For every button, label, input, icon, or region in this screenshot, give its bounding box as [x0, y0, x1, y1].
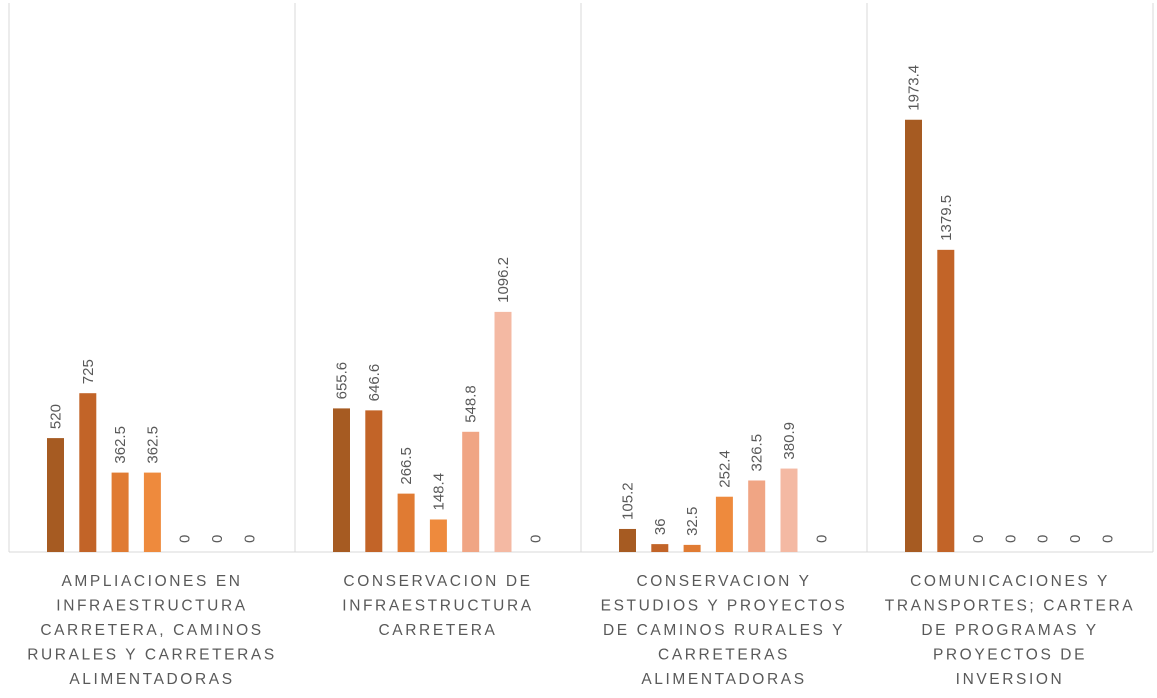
category-labels: AMPLIACIONES EN INFRAESTRUCTURA CARRETERA,… — [27, 573, 1135, 688]
data-label: 326.5 — [749, 434, 766, 472]
category-label-line: CONSERVACION DE — [343, 573, 532, 590]
data-label: 0 — [241, 535, 258, 543]
data-labels: 520 725 362.5 362.5 0 0 0 655.6 646.6 266.5 148.4 5… — [48, 65, 1117, 543]
bar — [333, 408, 350, 552]
bar — [397, 493, 415, 552]
bar — [619, 528, 636, 552]
category-label-line: ALIMENTADORAS — [641, 671, 806, 688]
category-label-line: COMUNICACIONES Y — [910, 573, 1110, 590]
data-label: 36 — [652, 518, 669, 535]
bar — [143, 472, 161, 552]
category-label-line: CARRETERAS — [658, 647, 790, 664]
bar — [365, 410, 383, 552]
category-label-line: CONSERVACION Y — [636, 573, 811, 590]
data-label: 380.9 — [781, 422, 798, 460]
category-label-line: CARRETERA — [379, 622, 498, 639]
bar — [748, 480, 766, 552]
data-label: 0 — [527, 535, 544, 543]
bar — [494, 311, 512, 552]
data-label: 655.6 — [334, 362, 351, 400]
category-label-line: DE PROGRAMAS Y — [921, 622, 1098, 639]
data-label: 0 — [970, 535, 987, 543]
bar — [47, 438, 64, 552]
category-label-line: DE CAMINOS RURALES Y — [603, 622, 845, 639]
bar — [937, 249, 955, 552]
category-label-line: INFRAESTRUCTURA — [56, 598, 247, 615]
bar — [462, 431, 480, 552]
data-label: 646.6 — [366, 364, 383, 402]
data-label: 0 — [1002, 535, 1019, 543]
bar — [111, 472, 129, 552]
category-label-line: PROYECTOS DE — [933, 647, 1087, 664]
bar — [780, 468, 798, 552]
data-label: 0 — [813, 535, 830, 543]
data-label: 266.5 — [398, 447, 415, 485]
data-label: 362.5 — [144, 426, 161, 464]
bar — [651, 544, 669, 552]
category-dividers — [8, 3, 1154, 553]
data-label: 0 — [177, 535, 194, 543]
category-label-line: AMPLIACIONES EN — [61, 573, 242, 590]
category-label-line: INFRAESTRUCTURA — [342, 598, 533, 615]
bar — [79, 393, 97, 552]
category-label-line: ESTUDIOS Y PROYECTOS — [601, 598, 848, 615]
bar — [683, 544, 701, 552]
bar — [905, 119, 922, 553]
data-label: 725 — [80, 359, 97, 384]
category-label-line: RURALES Y CARRETERAS — [27, 647, 277, 664]
data-label: 0 — [1035, 535, 1052, 543]
data-label: 548.8 — [463, 385, 480, 423]
data-label: 148.4 — [430, 473, 447, 511]
data-label: 252.4 — [716, 450, 733, 488]
bars — [47, 119, 955, 553]
data-label: 520 — [48, 404, 65, 429]
data-label: 1379.5 — [938, 195, 955, 241]
data-label: 362.5 — [112, 426, 129, 464]
category-label-line: INVERSION — [956, 671, 1065, 688]
bar — [715, 496, 733, 552]
bar — [429, 519, 447, 552]
data-label: 32.5 — [684, 507, 701, 536]
data-label: 0 — [209, 535, 226, 543]
data-label: 1096.2 — [495, 257, 512, 303]
data-label: 1973.4 — [906, 65, 923, 111]
category-label-line: ALIMENTADORAS — [69, 671, 234, 688]
data-label: 0 — [1067, 535, 1084, 543]
data-label: 105.2 — [620, 482, 637, 520]
category-label-line: CARRETERA, CAMINOS — [40, 622, 263, 639]
category-label-line: TRANSPORTES; CARTERA — [885, 598, 1135, 615]
data-label: 0 — [1099, 535, 1116, 543]
